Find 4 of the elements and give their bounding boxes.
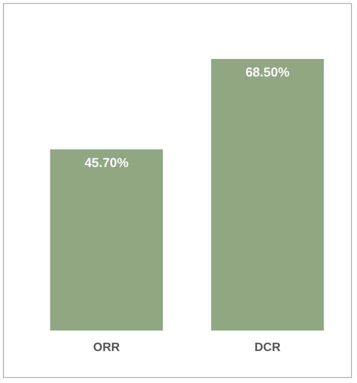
x-tick-label: DCR xyxy=(254,340,281,354)
x-tick-label: ORR xyxy=(93,340,120,354)
data-label: 68.50% xyxy=(245,64,290,80)
data-label: 45.70% xyxy=(84,154,129,170)
